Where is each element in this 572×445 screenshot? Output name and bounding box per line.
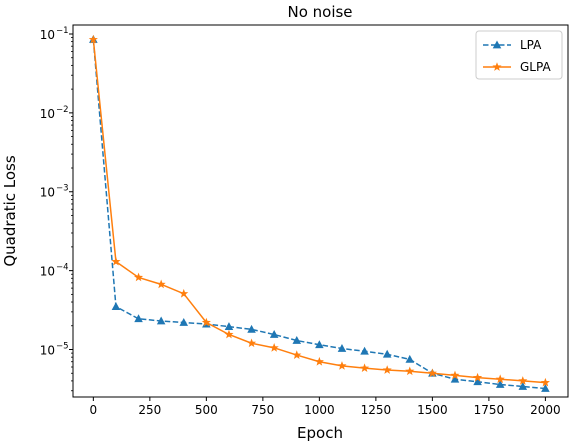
series-glpa-point [269,343,279,352]
x-tick-label: 2000 [530,403,561,417]
y-tick-label: 10 [40,186,55,200]
series-lpa-point [156,316,166,325]
series-glpa-point [337,361,347,370]
series-glpa-point [111,256,121,266]
series-lpa-point [315,340,324,349]
series-glpa-point [495,374,505,384]
y-tick-label: 10 [40,265,55,279]
x-tick-label: 1250 [361,403,392,417]
series-lpa-point [495,380,505,388]
x-tick-label: 0 [90,403,98,417]
y-tick-label: 10 [40,28,55,42]
series-glpa-point [247,338,257,348]
series-lpa [89,35,550,392]
legend-lpa-marker [492,40,502,49]
series-lpa-point [224,322,234,331]
series-lpa-point [360,346,369,355]
series-glpa-point [427,368,437,378]
y-tick-exponent: −2 [56,105,69,115]
series-lpa-point [179,317,189,326]
series-lpa-point [382,349,392,358]
series-lpa-point [473,377,482,386]
y-tick-exponent: −4 [56,263,69,273]
y-tick-exponent: −1 [56,26,69,36]
series-glpa-point [224,329,234,339]
x-axis-label: Epoch [297,424,343,442]
series-glpa-point [518,376,528,385]
y-ticks: 10−510−410−310−210−1 [40,26,73,358]
chart-title: No noise [287,3,352,21]
series-lpa-point [337,343,347,352]
x-tick-label: 250 [138,403,161,417]
series-glpa-point [405,366,415,376]
series-glpa-point [473,372,483,382]
series-glpa-point [156,279,166,289]
series-lpa-point [450,374,460,383]
series-glpa-point [382,365,392,374]
x-tick-label: 1500 [417,403,448,417]
series-lpa-point [541,384,550,392]
legend-glpa-label: GLPA [520,60,551,74]
x-tick-label: 500 [195,403,218,417]
series-lpa-point [134,314,143,323]
plot-frame [72,24,569,398]
series-lpa-point [292,336,302,344]
y-tick-label: 10 [40,107,55,121]
y-tick-exponent: −3 [56,184,69,194]
series-glpa-point [133,272,144,282]
series-glpa-point [450,370,460,380]
series-lpa-point [111,302,121,310]
legend-glpa-marker [492,62,502,71]
series-glpa-line [92,39,546,384]
series-glpa-point [314,356,324,366]
y-tick-label: 10 [40,344,55,358]
y-tick-exponent: −5 [56,342,69,352]
series-layer [88,34,550,392]
legend: LPA GLPA [475,30,563,80]
x-tick-label: 1000 [304,403,335,417]
x-tick-label: 750 [251,403,274,417]
series-glpa-point [360,363,370,373]
series-glpa-point [179,288,189,298]
series-lpa-point [247,324,256,333]
series-lpa-line [92,39,546,390]
series-glpa [88,34,550,387]
series-glpa-point [292,350,302,359]
series-glpa-point [88,34,98,44]
x-tick-label: 1750 [474,403,505,417]
series-lpa-point [405,354,415,363]
x-ticks: 0 250 500 750 1000 1250 1500 1750 2000 [90,397,561,417]
series-lpa-point [518,381,528,390]
y-axis-label: Quadratic Loss [1,155,19,267]
series-glpa-point [540,377,550,387]
series-lpa-point [269,329,279,338]
legend-lpa-label: LPA [520,38,542,52]
series-glpa-point [201,317,211,327]
